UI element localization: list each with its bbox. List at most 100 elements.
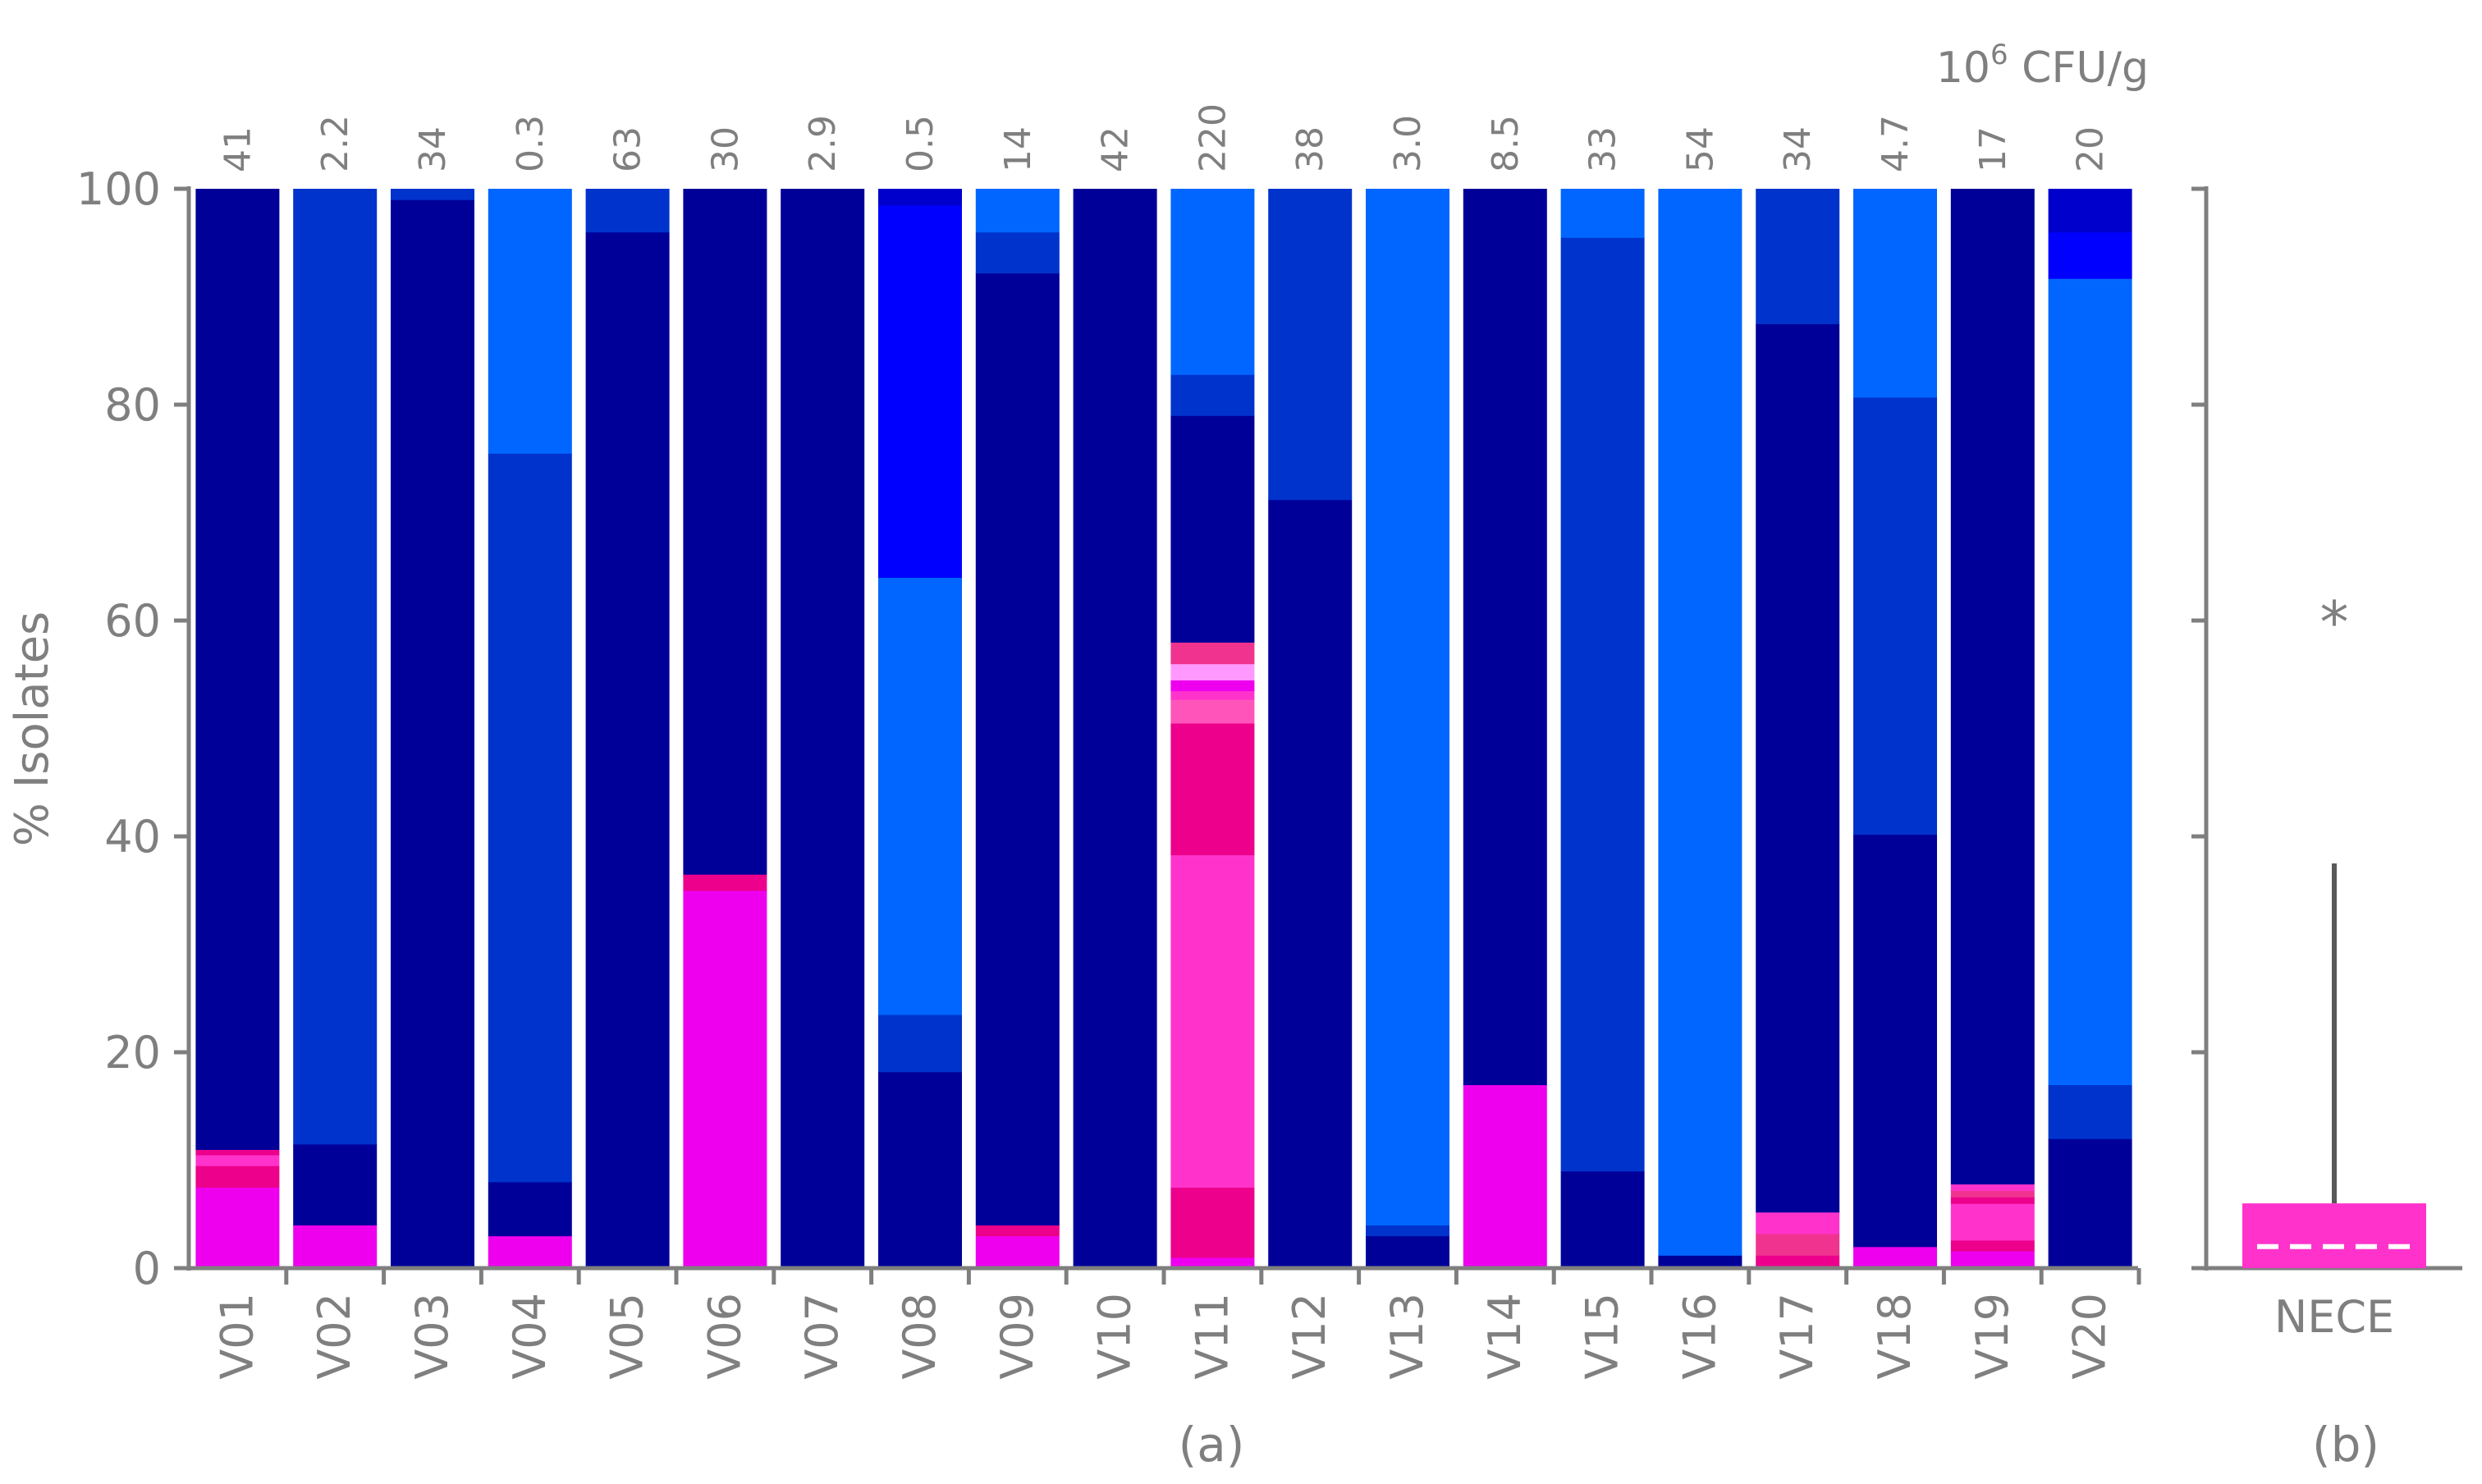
x-label-v10: V10 bbox=[1089, 1293, 1141, 1380]
segment-mid-blue bbox=[878, 189, 962, 206]
segment-royal-blue bbox=[878, 1014, 962, 1073]
segment-deep-pink bbox=[975, 1225, 1060, 1237]
top-label: 3.0 bbox=[1387, 115, 1429, 172]
segment-navy bbox=[1170, 415, 1255, 643]
segment-magenta bbox=[1170, 1257, 1255, 1269]
bar-v05 bbox=[585, 189, 670, 1269]
x-label-v02: V02 bbox=[309, 1293, 360, 1380]
top-label: 54 bbox=[1679, 126, 1721, 172]
top-label: 38 bbox=[1289, 126, 1331, 172]
bar-v07 bbox=[781, 189, 865, 1269]
segment-navy bbox=[878, 1071, 962, 1269]
segment-magenta bbox=[1170, 680, 1255, 692]
x-label-v06: V06 bbox=[698, 1293, 750, 1380]
segment-royal-blue bbox=[1366, 1225, 1449, 1237]
x-label-v08: V08 bbox=[894, 1293, 946, 1380]
x-label-v09: V09 bbox=[991, 1293, 1043, 1380]
top-axis-title-exponent: 6 bbox=[1990, 39, 2008, 71]
top-axis-title-unit: CFU/g bbox=[2008, 44, 2149, 93]
segment-azure bbox=[1170, 189, 1255, 375]
segment-royal-blue bbox=[1853, 396, 1937, 835]
segment-hot-pink bbox=[1170, 854, 1255, 1188]
y-tick-label: 100 bbox=[76, 163, 161, 215]
segment-deep-pink bbox=[683, 874, 767, 891]
top-label: 41 bbox=[217, 126, 259, 172]
segment-rose bbox=[1756, 1233, 1840, 1256]
segment-azure bbox=[975, 189, 1060, 233]
bar-v14 bbox=[1463, 189, 1547, 1269]
segment-navy bbox=[2048, 1138, 2132, 1269]
bar-v09 bbox=[975, 189, 1060, 1269]
y-axis-label: % Isolates bbox=[6, 611, 59, 846]
x-label-v07: V07 bbox=[796, 1293, 848, 1380]
segment-navy bbox=[1853, 834, 1937, 1248]
bar-v01 bbox=[195, 189, 280, 1269]
segment-navy bbox=[293, 1143, 378, 1225]
segment-magenta bbox=[195, 1187, 280, 1269]
segment-azure bbox=[1658, 189, 1742, 1256]
bar-nece bbox=[2242, 1203, 2426, 1268]
bar-v20 bbox=[2048, 189, 2132, 1269]
top-label: 2.9 bbox=[802, 115, 844, 172]
x-label-v20: V20 bbox=[2064, 1293, 2116, 1380]
x-label-v17: V17 bbox=[1771, 1293, 1823, 1380]
segment-magenta bbox=[1463, 1084, 1547, 1269]
segment-hot-pink bbox=[195, 1154, 280, 1166]
y-tick-label: 60 bbox=[104, 595, 161, 647]
segment-royal-blue bbox=[1268, 189, 1353, 501]
top-label: 20 bbox=[2070, 126, 2112, 172]
x-label-nece: NECE bbox=[2274, 1291, 2394, 1343]
segment-azure bbox=[488, 189, 572, 454]
bar-v15 bbox=[1560, 189, 1645, 1269]
top-label: 63 bbox=[607, 126, 649, 172]
bar-v02 bbox=[293, 189, 378, 1269]
top-label: 33 bbox=[1582, 126, 1624, 172]
segment-hot-pink bbox=[1950, 1184, 2035, 1191]
segment-deep-pink bbox=[1756, 1255, 1840, 1269]
top-label: 30 bbox=[704, 126, 746, 172]
segment-rose bbox=[1950, 1190, 2035, 1198]
bar-v06 bbox=[683, 189, 767, 1269]
segment-magenta bbox=[1950, 1250, 2035, 1269]
segment-magenta bbox=[975, 1235, 1060, 1269]
segment-pink bbox=[1170, 698, 1255, 724]
stacked-bars bbox=[195, 189, 2132, 1269]
top-label: 4.7 bbox=[1875, 115, 1916, 172]
significance-marker: * bbox=[2320, 589, 2349, 656]
segment-royal-blue bbox=[488, 453, 572, 1183]
segment-navy bbox=[1268, 499, 1353, 1269]
segment-royal-blue bbox=[975, 231, 1060, 274]
top-label: 34 bbox=[412, 126, 454, 172]
segment-navy bbox=[391, 199, 474, 1269]
top-label: 14 bbox=[997, 126, 1039, 172]
segment-royal-blue bbox=[391, 189, 474, 200]
bar-v13 bbox=[1366, 189, 1449, 1269]
segment-light-pink bbox=[1170, 663, 1255, 680]
segment-azure bbox=[1560, 189, 1645, 238]
bar-v18 bbox=[1853, 189, 1937, 1269]
panel-b: * NECE (b) bbox=[2191, 186, 2462, 1473]
segment-royal-blue bbox=[1756, 189, 1840, 324]
segment-azure bbox=[2048, 278, 2132, 1086]
segment-royal-blue bbox=[1560, 237, 1645, 1172]
bar-v08 bbox=[878, 189, 962, 1269]
top-axis-labels: 41 2.2 34 0.3 63 30 2.9 0.5 14 42 220 38 3.0 8.5 33 54 3… bbox=[217, 103, 2111, 172]
top-label: 0.3 bbox=[510, 115, 552, 172]
bar-v12 bbox=[1268, 189, 1353, 1269]
bar-v03 bbox=[391, 189, 474, 1269]
top-label: 42 bbox=[1095, 126, 1137, 172]
segment-navy bbox=[683, 189, 767, 875]
x-label-v04: V04 bbox=[504, 1293, 556, 1380]
segment-azure bbox=[1853, 189, 1937, 398]
top-label: 220 bbox=[1192, 103, 1234, 172]
top-axis-title: 106 CFU/g bbox=[1936, 39, 2149, 93]
x-label-v12: V12 bbox=[1284, 1293, 1335, 1380]
segment-navy bbox=[1756, 323, 1840, 1213]
x-label-v19: V19 bbox=[1967, 1293, 2018, 1380]
x-label-v18: V18 bbox=[1869, 1293, 1921, 1380]
x-label-v05: V05 bbox=[602, 1293, 653, 1380]
top-label: 2.2 bbox=[314, 115, 356, 172]
x-label-v03: V03 bbox=[406, 1293, 458, 1380]
panel-a: % Isolates 106 CFU/g 0 20 40 60 80 100 V01 V02… bbox=[6, 39, 2149, 1473]
